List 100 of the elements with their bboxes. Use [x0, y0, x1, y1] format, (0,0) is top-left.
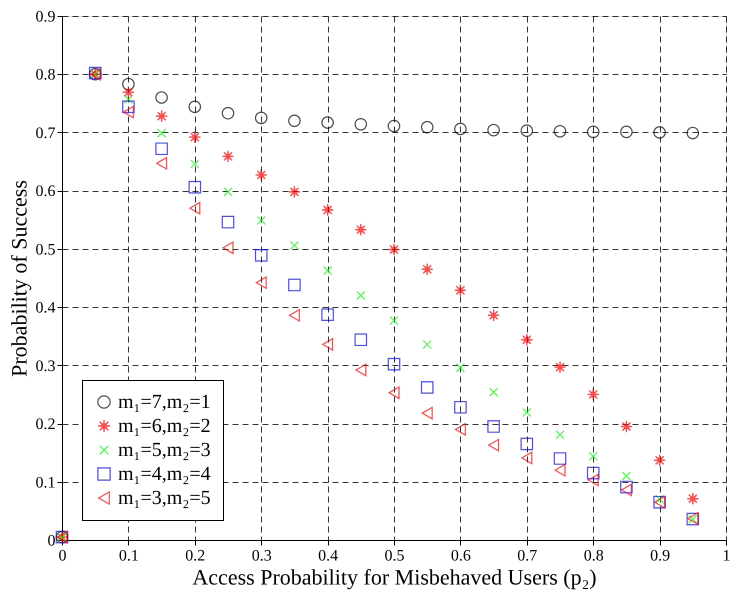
point: [622, 471, 631, 481]
point: [521, 452, 532, 464]
y-axis-title: Probability of Success: [6, 180, 32, 377]
x-tick-label: 0.5: [384, 548, 404, 564]
point: [554, 464, 566, 476]
point: [586, 466, 600, 480]
point: [188, 100, 202, 114]
legend-label: m₁=5,m₂=3: [118, 439, 211, 461]
point: [354, 223, 368, 236]
point: [487, 124, 500, 136]
point: [189, 202, 200, 214]
point: [155, 110, 168, 122]
point: [355, 364, 366, 376]
point: [454, 423, 466, 436]
point: [454, 400, 467, 414]
point: [290, 240, 299, 250]
y-tick-label: 0.4: [36, 300, 56, 317]
point: [388, 358, 400, 370]
point: [420, 120, 434, 134]
point: [620, 480, 633, 494]
y-tick-label: 0.5: [36, 241, 56, 258]
legend-label: m₁=3,m₂=5: [118, 487, 211, 509]
point: [420, 262, 434, 276]
point: [156, 157, 168, 170]
point: [586, 126, 600, 138]
point: [222, 216, 234, 228]
point: [389, 316, 399, 326]
point: [686, 126, 700, 140]
y-tick-label: 0.1: [36, 474, 56, 492]
x-tick-label: 0.4: [318, 548, 338, 564]
legend-label: m₁=4,m₂=4: [118, 463, 211, 485]
point: [653, 454, 666, 467]
point: [122, 106, 134, 118]
point: [321, 204, 334, 216]
point: [420, 381, 434, 394]
point: [456, 363, 465, 372]
point: [254, 112, 268, 124]
point: [288, 308, 300, 322]
point: [489, 388, 498, 397]
point: [686, 492, 700, 505]
point: [188, 180, 202, 194]
point: [620, 420, 633, 433]
point: [554, 360, 566, 374]
y-tick-label: 0.7: [36, 124, 56, 142]
legend-label: m₁=7,m₂=1: [118, 391, 211, 413]
y-tick-label: 0.3: [36, 358, 56, 375]
y-tick-label: 0.9: [36, 8, 56, 26]
point: [620, 484, 632, 496]
point: [288, 186, 301, 198]
y-tick-label: 0.2: [36, 416, 56, 434]
x-tick-label: 0.3: [252, 548, 272, 564]
point: [388, 386, 400, 399]
point: [256, 216, 266, 225]
point: [122, 78, 135, 90]
point: [422, 340, 432, 349]
point: [122, 100, 135, 114]
point: [388, 243, 400, 256]
point: [288, 278, 301, 292]
point: [586, 388, 600, 401]
x-tick-label: 0.7: [517, 548, 538, 564]
point: [288, 114, 301, 128]
x-tick-label: 0: [58, 548, 66, 564]
point: [488, 438, 500, 452]
point: [554, 124, 566, 138]
y-tick-label: 0: [48, 532, 56, 550]
point: [222, 150, 234, 163]
point: [588, 452, 598, 461]
point: [155, 142, 168, 156]
x-axis-title: Access Probability for Misbehaved Users (p₂): [192, 564, 597, 590]
point: [522, 408, 532, 418]
y-tick-label: 0.6: [36, 183, 56, 200]
point: [254, 248, 268, 262]
point: [487, 308, 500, 322]
point: [321, 308, 334, 321]
point: [223, 187, 233, 196]
point: [454, 122, 467, 136]
point: [653, 126, 666, 139]
point: [222, 106, 234, 120]
point: [322, 338, 334, 351]
point: [155, 91, 168, 104]
point: [256, 276, 267, 289]
point: [454, 284, 467, 297]
point: [555, 430, 565, 440]
point: [620, 126, 633, 138]
y-tick-label: 0.8: [36, 66, 56, 84]
point: [124, 94, 133, 104]
x-tick-label: 0.2: [185, 548, 206, 564]
x-tick-label: 0.1: [118, 548, 139, 564]
x-tick-label: 0.9: [650, 548, 670, 564]
x-tick-label: 0.8: [584, 548, 604, 564]
point: [487, 420, 500, 433]
point: [422, 406, 433, 420]
point: [321, 116, 334, 129]
legend-label: m₁=6,m₂=2: [118, 415, 211, 437]
point: [588, 474, 599, 486]
point: [356, 290, 366, 300]
point: [190, 159, 200, 168]
point: [388, 120, 400, 132]
point: [254, 168, 268, 182]
point: [520, 333, 534, 346]
